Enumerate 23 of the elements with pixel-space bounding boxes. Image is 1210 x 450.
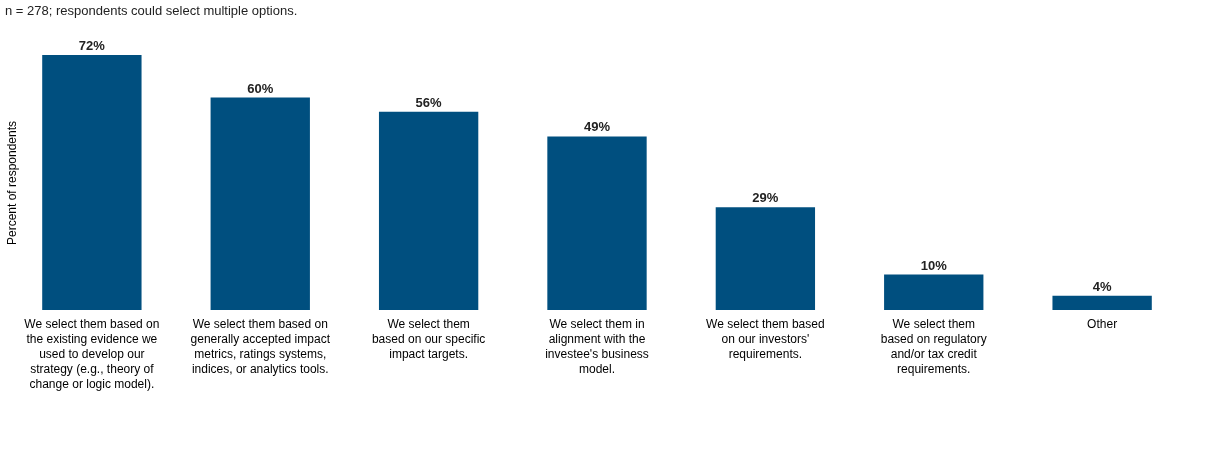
bar bbox=[547, 136, 647, 310]
bar bbox=[210, 97, 310, 310]
data-label: 56% bbox=[415, 94, 443, 110]
data-label: 72% bbox=[78, 38, 106, 53]
bar bbox=[42, 55, 142, 310]
data-label: 4% bbox=[1092, 278, 1112, 294]
bar bbox=[884, 274, 984, 310]
data-label: 29% bbox=[752, 190, 779, 206]
data-label: 10% bbox=[920, 257, 948, 273]
x-tick-label: We select them based on generally accepted impact metrics, ratings systems, indices, or analytics tools. bbox=[190, 316, 331, 376]
data-label: 60% bbox=[247, 80, 274, 96]
chart-subtitle: n = 278; respondents could select multiple options. bbox=[5, 3, 298, 18]
x-tick-label: Other bbox=[1087, 316, 1118, 331]
bar bbox=[1052, 295, 1152, 310]
bar bbox=[378, 111, 479, 310]
y-axis-title: Percent of respondents bbox=[4, 120, 19, 246]
x-tick-label: We select them based on our specific impact targets. bbox=[371, 316, 486, 361]
x-tick-label: We select them based on regulatory and/or tax credit requirements. bbox=[880, 316, 987, 376]
data-label: 49% bbox=[583, 119, 611, 135]
bar bbox=[715, 207, 816, 310]
x-tick-label: We select them based on the existing evidence we used to develop our strategy (e.g., theory of change or logic model). bbox=[24, 316, 160, 391]
x-tick-label: We select them based on our investors' requirements. bbox=[706, 316, 825, 361]
x-tick-label: We select them in alignment with the investee's business model. bbox=[545, 316, 649, 376]
